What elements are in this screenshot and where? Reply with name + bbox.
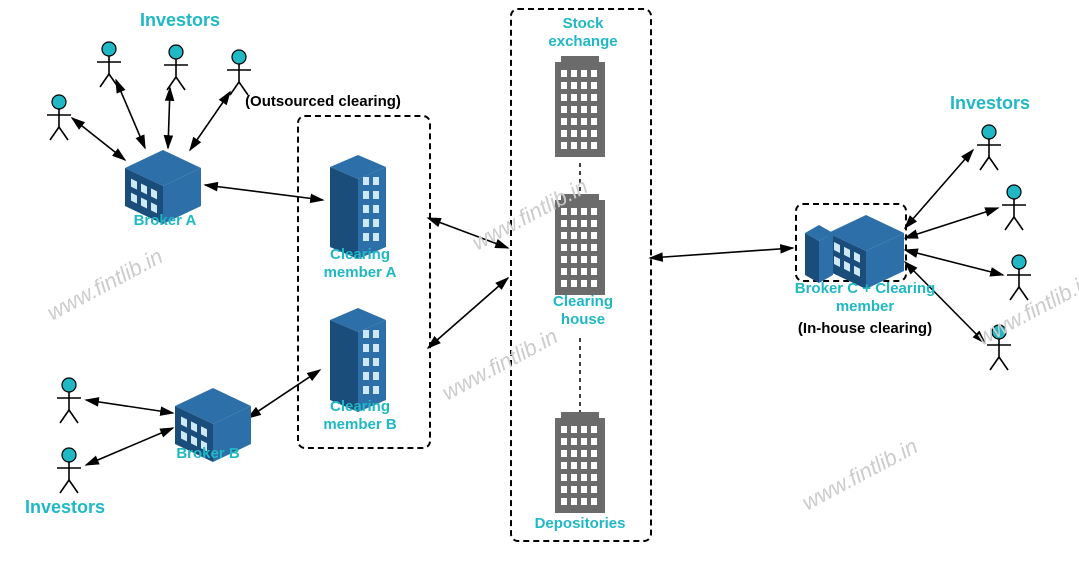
- investor-icon: [987, 325, 1011, 370]
- investor-icon: [977, 125, 1001, 170]
- inhouse-clearing-label: (In-house clearing): [775, 320, 955, 338]
- watermark-text: www.fintlib.in: [973, 268, 1079, 351]
- diagram-root: Investors Broker A (Outsourced clearing)…: [0, 0, 1079, 578]
- investor-icon: [164, 45, 188, 90]
- investors-label-right: Investors: [935, 93, 1045, 115]
- broker-c-label: Broker C + Clearing member: [770, 280, 960, 316]
- broker-a-label: Broker A: [115, 212, 215, 230]
- watermark-text: www.fintlib.in: [43, 243, 167, 326]
- stock-exchange-label: Stock exchange: [528, 15, 638, 51]
- watermark-text: www.fintlib.in: [798, 433, 922, 516]
- clearing-member-a-label: Clearing member A: [305, 246, 415, 282]
- investors-label-bottom-left: Investors: [10, 497, 120, 519]
- investor-icon: [97, 42, 121, 87]
- investor-icon: [1007, 255, 1031, 300]
- broker-b-label: Broker B: [158, 445, 258, 463]
- outsourced-clearing-label: (Outsourced clearing): [213, 93, 433, 111]
- inhouse-clearing-box: [795, 203, 907, 282]
- investors-label-top-left: Investors: [125, 10, 235, 32]
- investor-icon: [57, 378, 81, 423]
- clearing-member-b-label: Clearing member B: [305, 398, 415, 434]
- investor-icon: [47, 95, 71, 140]
- depositories-label: Depositories: [515, 515, 645, 533]
- clearing-house-label: Clearing house: [528, 293, 638, 329]
- central-column-box: [510, 8, 652, 542]
- investor-icon: [1002, 185, 1026, 230]
- investor-icon: [57, 448, 81, 493]
- investor-icon: [227, 50, 251, 95]
